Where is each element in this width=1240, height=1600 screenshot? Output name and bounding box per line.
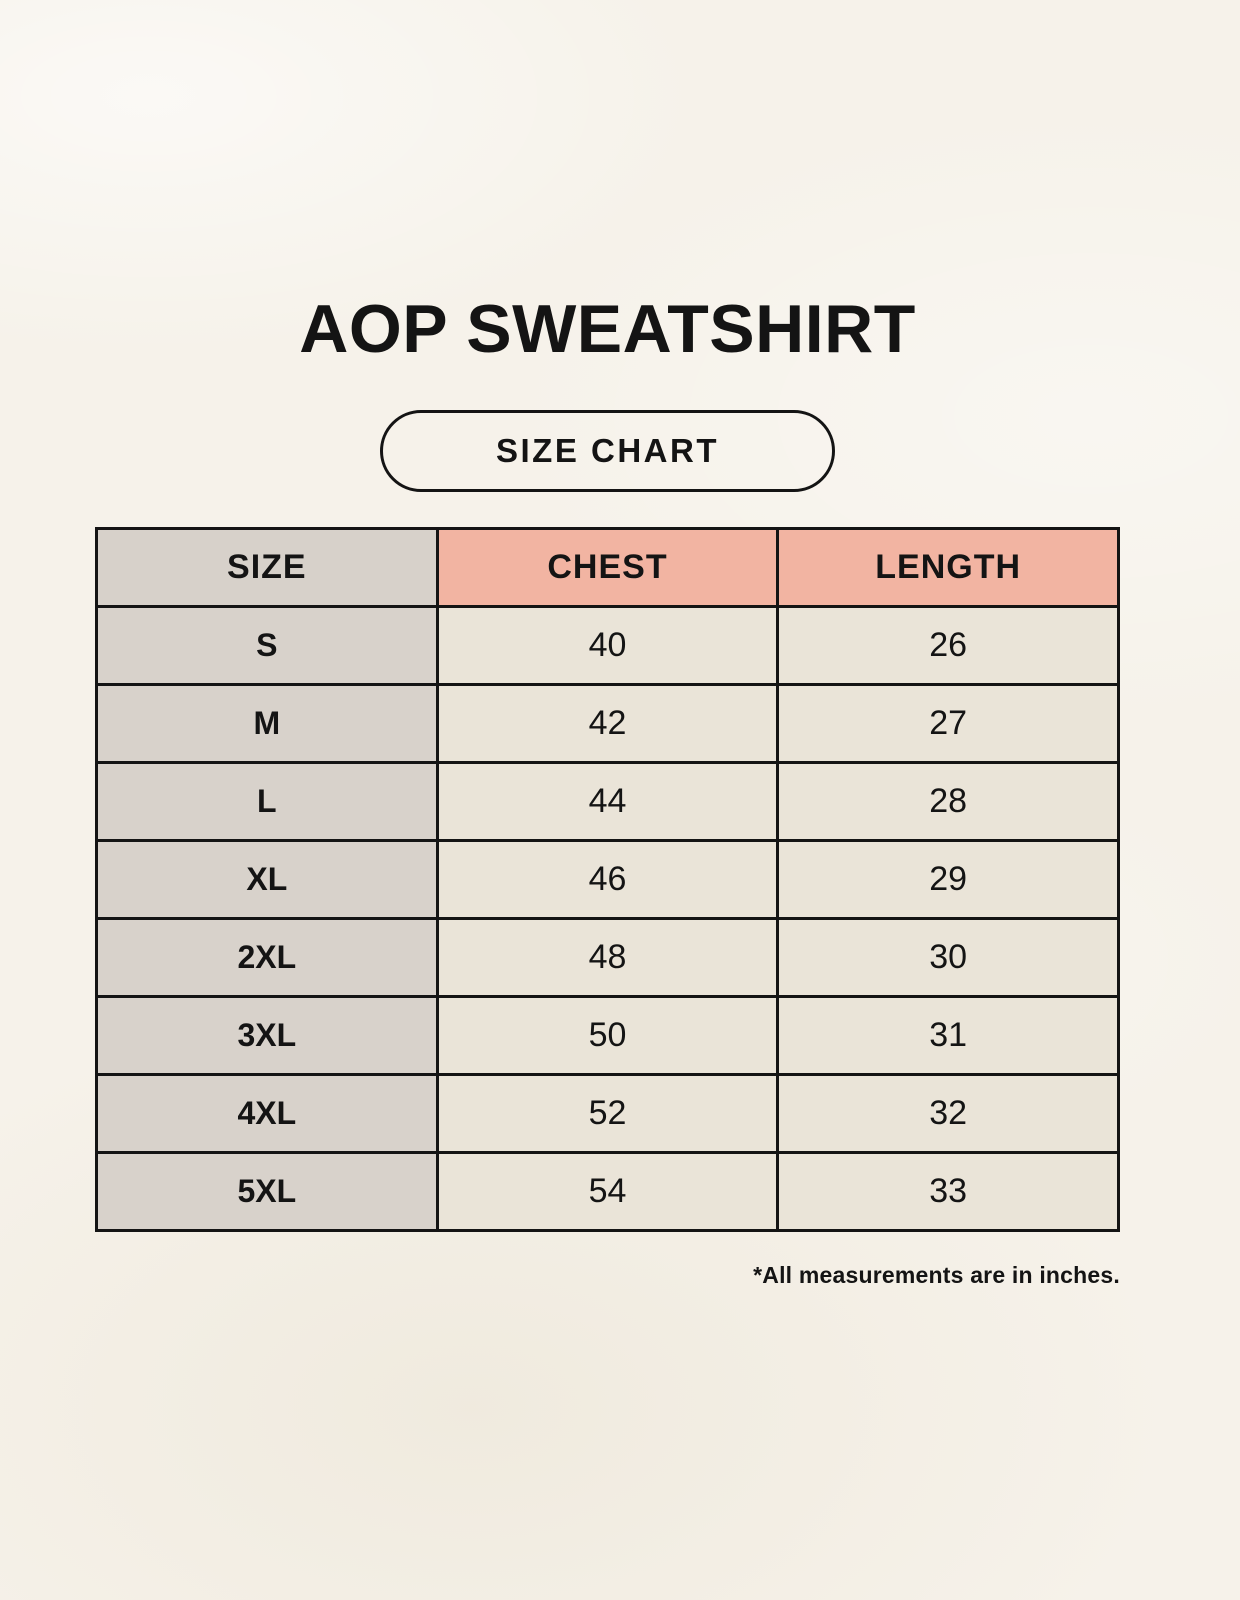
length-cell: 26 (776, 605, 1120, 686)
size-cell: 4XL (95, 1073, 439, 1154)
table-row: 2XL 48 30 (95, 917, 1120, 998)
table-row: 3XL 50 31 (95, 995, 1120, 1076)
length-cell: 33 (776, 1151, 1120, 1232)
length-cell: 28 (776, 761, 1120, 842)
chest-cell: 52 (435, 1073, 780, 1154)
table-row: 4XL 52 32 (95, 1073, 1120, 1154)
size-cell: 5XL (95, 1151, 439, 1232)
size-table-header: SIZE CHEST LENGTH (95, 527, 1120, 608)
measurements-footnote: *All measurements are in inches. (753, 1262, 1120, 1288)
table-row: S 40 26 (95, 605, 1120, 686)
size-chart-badge-label: SIZE CHART (496, 432, 719, 469)
length-cell: 27 (776, 683, 1120, 764)
chest-cell: 46 (435, 839, 780, 920)
length-cell: 29 (776, 839, 1120, 920)
table-row: XL 46 29 (95, 839, 1120, 920)
length-cell: 32 (776, 1073, 1120, 1154)
header-row: SIZE CHEST LENGTH (95, 527, 1120, 608)
chest-cell: 50 (435, 995, 780, 1076)
chest-cell: 44 (435, 761, 780, 842)
size-cell: S (95, 605, 439, 686)
chest-cell: 42 (435, 683, 780, 764)
table-row: M 42 27 (95, 683, 1120, 764)
size-cell: 3XL (95, 995, 439, 1076)
size-table: SIZE CHEST LENGTH S 40 26 M 42 27 L 44 28 XL 46 29 2… (95, 527, 1120, 1232)
column-header-length: LENGTH (776, 527, 1120, 608)
size-cell: XL (95, 839, 439, 920)
page-title: AOP SWEATSHIRT (299, 291, 916, 367)
chest-cell: 48 (435, 917, 780, 998)
size-cell: M (95, 683, 439, 764)
table-row: L 44 28 (95, 761, 1120, 842)
chest-cell: 54 (435, 1151, 780, 1232)
size-cell: 2XL (95, 917, 439, 998)
size-table-body: S 40 26 M 42 27 L 44 28 XL 46 29 2XL 48 30 3XL 50 31 4XL 52… (95, 605, 1120, 1232)
size-chart-badge: SIZE CHART (380, 410, 835, 492)
column-header-size: SIZE (95, 527, 439, 608)
size-cell: L (95, 761, 439, 842)
chest-cell: 40 (435, 605, 780, 686)
length-cell: 30 (776, 917, 1120, 998)
length-cell: 31 (776, 995, 1120, 1076)
column-header-chest: CHEST (435, 527, 780, 608)
table-row: 5XL 54 33 (95, 1151, 1120, 1232)
